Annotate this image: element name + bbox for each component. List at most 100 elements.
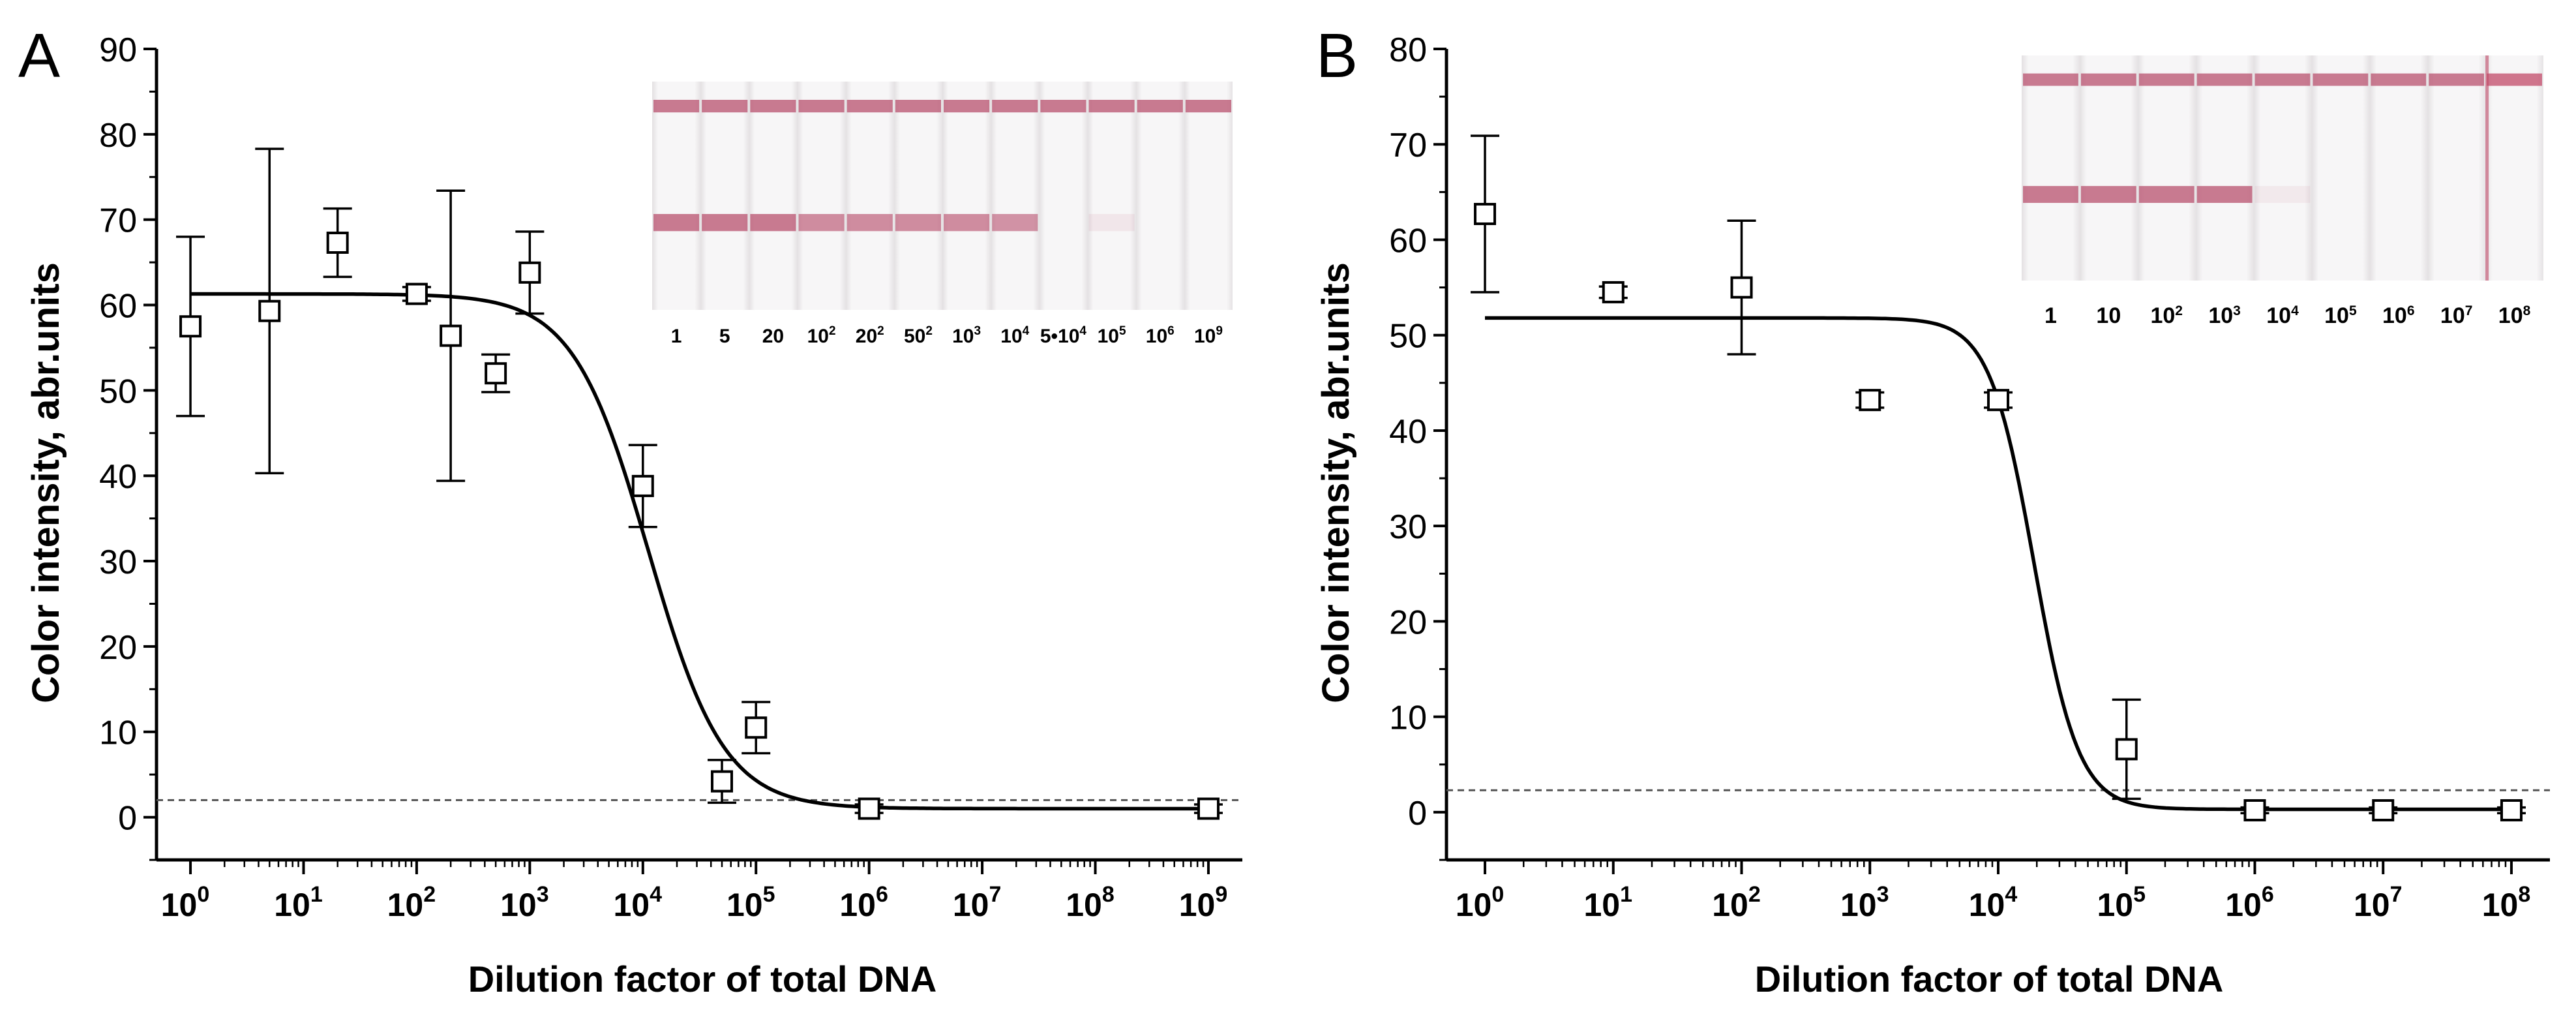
data-marker [745, 716, 768, 739]
data-point [323, 207, 352, 279]
data-point [1193, 797, 1223, 820]
data-point [1727, 219, 1756, 356]
y-tick-label: 60 [1389, 222, 1427, 260]
x-tick-label: 100 [1456, 882, 1505, 923]
data-marker [258, 299, 281, 322]
x-tick-label: 102 [387, 882, 436, 923]
data-point [628, 444, 657, 528]
data-point [2240, 799, 2269, 821]
strip-lane [2427, 55, 2486, 281]
x-tick-label: 105 [726, 882, 775, 923]
data-point [2112, 698, 2141, 801]
x-tick-label: 101 [1583, 882, 1632, 923]
test-band [895, 214, 941, 232]
y-tick-label: 10 [1389, 699, 1427, 737]
control-band [2138, 73, 2194, 86]
y-tick-label: 0 [118, 800, 137, 838]
data-point [1855, 389, 1885, 412]
strip-lane [2485, 55, 2543, 281]
panel-b: B Color intensity, abr.units Dilution fa… [1315, 21, 2550, 1000]
x-tick-label: 104 [1969, 882, 2018, 923]
lane-label: 105 [2324, 303, 2357, 328]
test-band [2023, 186, 2078, 203]
y-tick-label: 90 [99, 31, 137, 69]
strip-lane [797, 82, 846, 310]
lane-label: 103 [2208, 303, 2241, 328]
data-marker [1987, 389, 2009, 412]
lane-label: 5 [719, 326, 730, 347]
data-marker [440, 324, 462, 347]
data-point [854, 797, 884, 820]
control-band [846, 100, 893, 113]
gel-strip-inset: 1 5 20 102 202 502 103 104 5•104 105 106 109 [652, 82, 1233, 347]
lane-label: 107 [2440, 303, 2473, 328]
strip-lane [893, 82, 942, 310]
test-band [2254, 186, 2311, 203]
y-tick-label: 30 [1389, 508, 1427, 546]
y-tick-label: 0 [1408, 795, 1427, 832]
strip-lane [991, 82, 1040, 310]
data-marker [2372, 799, 2395, 821]
lane-label: 103 [952, 324, 981, 347]
control-band [750, 100, 796, 113]
lane-label: 102 [807, 324, 836, 347]
data-point [741, 701, 771, 755]
lane-label: 102 [2150, 303, 2183, 328]
x-axis-title: Dilution factor of total DNA [1755, 958, 2224, 1000]
data-marker [2115, 738, 2138, 761]
control-band [2371, 73, 2427, 86]
data-point [515, 230, 545, 315]
strip-lane [942, 82, 991, 310]
panel-label: A [18, 21, 60, 91]
y-tick-label: 30 [99, 543, 137, 581]
y-tick-label: 20 [99, 629, 137, 667]
control-band [895, 100, 941, 113]
y-tick-label: 70 [1389, 127, 1427, 164]
lane-label: 502 [904, 324, 933, 347]
data-point [176, 236, 205, 418]
control-band [2487, 73, 2542, 86]
data-point [1598, 281, 1628, 303]
x-tick-label: 104 [614, 882, 663, 923]
data-marker [485, 362, 507, 385]
lane-label: 1 [671, 326, 682, 347]
lane-label: 5•104 [1040, 324, 1087, 347]
y-tick-label: 40 [99, 458, 137, 496]
lane-label: 106 [2382, 303, 2415, 328]
control-band [992, 100, 1038, 113]
control-band [944, 100, 990, 113]
test-band [846, 214, 893, 232]
control-band [2080, 73, 2136, 86]
test-band [2196, 186, 2253, 203]
y-tick-label: 50 [1389, 318, 1427, 356]
strip-lane [2195, 55, 2254, 281]
x-axis-title: Dilution factor of total DNA [468, 958, 937, 1000]
test-band [750, 214, 796, 232]
x-tick-label: 106 [2225, 882, 2274, 923]
data-marker [1730, 276, 1753, 299]
test-band [2080, 186, 2136, 203]
lane-label: 1 [2044, 303, 2057, 328]
data-marker [1197, 797, 1220, 820]
data-marker [1859, 389, 1881, 412]
lane-label: 20 [762, 326, 784, 347]
panel-a: A Color intensity, abr.units Dilution fa… [18, 21, 1242, 1000]
strip-lane [749, 82, 798, 310]
data-point [481, 353, 511, 393]
data-marker [518, 261, 541, 284]
x-tick-label: 109 [1179, 882, 1228, 923]
test-band [2138, 186, 2194, 203]
lane-label: 202 [856, 324, 884, 347]
x-tick-label: 103 [1840, 882, 1889, 923]
y-tick-label: 80 [1389, 31, 1427, 69]
strip-lane [845, 82, 894, 310]
lane-label: 10 [2096, 303, 2121, 328]
control-band [702, 100, 748, 113]
x-tick-label: 108 [2482, 882, 2531, 923]
strip-lane [1135, 82, 1184, 310]
strip-lane [2079, 55, 2138, 281]
y-tick-label: 20 [1389, 603, 1427, 641]
control-band [2254, 73, 2311, 86]
data-point [402, 282, 431, 305]
